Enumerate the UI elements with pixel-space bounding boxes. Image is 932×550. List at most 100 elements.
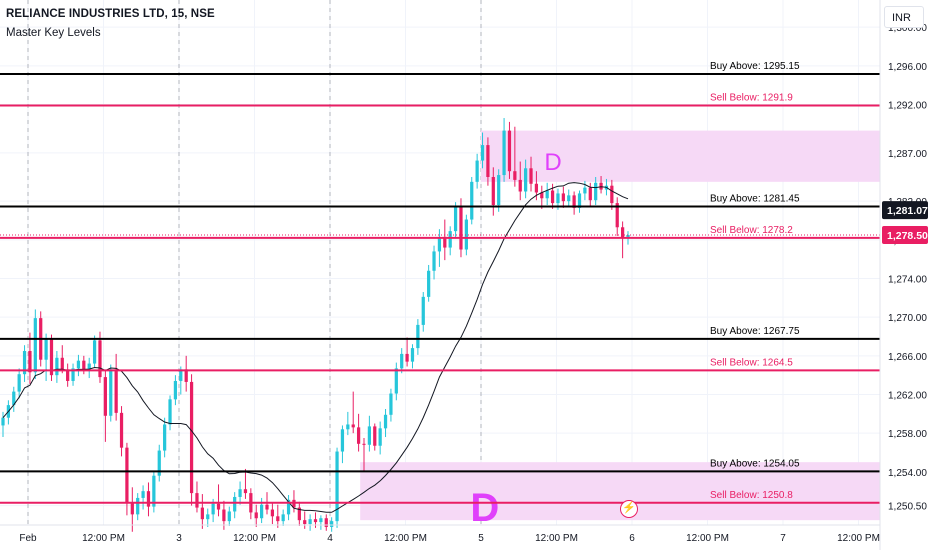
x-tick-label: 12:00 PM bbox=[233, 533, 276, 544]
candle-up bbox=[92, 340, 97, 364]
candle-up bbox=[545, 190, 549, 199]
candle-up bbox=[281, 514, 285, 522]
candle-up bbox=[394, 368, 398, 394]
y-tick-label: 1,274.00 bbox=[888, 275, 927, 286]
candle-up bbox=[427, 270, 431, 297]
candle-up bbox=[378, 428, 382, 446]
y-tick-label: 1,258.00 bbox=[888, 429, 927, 440]
y-tick-label: 1,287.00 bbox=[888, 149, 927, 160]
candle-up bbox=[367, 426, 371, 445]
candle-up bbox=[410, 348, 415, 362]
x-tick-label: 12:00 PM bbox=[82, 533, 125, 544]
candle-up bbox=[453, 206, 458, 232]
candle-up bbox=[1, 417, 5, 426]
candle-up bbox=[211, 503, 215, 515]
candle-down bbox=[60, 357, 64, 370]
candle-up bbox=[389, 393, 393, 415]
candle-up bbox=[524, 168, 528, 192]
candle-up bbox=[76, 360, 81, 369]
price-label: 1,281.07 bbox=[887, 205, 928, 217]
candle-up bbox=[179, 369, 183, 381]
candle-down bbox=[66, 369, 70, 381]
candle-up bbox=[502, 130, 506, 176]
zone-label: D bbox=[470, 486, 499, 530]
candle-up bbox=[141, 491, 145, 498]
candle-down bbox=[561, 193, 565, 202]
candle-up bbox=[12, 391, 16, 406]
currency-button[interactable]: INR bbox=[884, 6, 924, 28]
x-tick-label: 5 bbox=[478, 533, 484, 544]
candle-down bbox=[146, 491, 151, 507]
candle-down bbox=[297, 507, 301, 521]
candle-up bbox=[335, 451, 339, 522]
candle-down bbox=[356, 427, 361, 444]
candle-up bbox=[71, 368, 75, 381]
candle-down bbox=[620, 227, 625, 238]
x-tick-label: 7 bbox=[780, 533, 786, 544]
candle-up bbox=[480, 145, 485, 161]
candle-up bbox=[260, 504, 264, 519]
candle-down bbox=[82, 360, 86, 370]
y-tick-label: 1,296.00 bbox=[888, 62, 927, 73]
candle-up bbox=[87, 363, 91, 370]
candle-up bbox=[421, 296, 425, 325]
y-tick-label: 1,262.00 bbox=[888, 391, 927, 402]
candle-up bbox=[22, 351, 27, 375]
candle-down bbox=[130, 502, 134, 515]
key-level-label: Sell Below: 1278.2 bbox=[710, 225, 793, 236]
candle-down bbox=[507, 130, 512, 172]
candle-down bbox=[599, 182, 603, 190]
key-level-label: Buy Above: 1281.45 bbox=[710, 193, 800, 204]
candle-down bbox=[98, 340, 102, 378]
candle-up bbox=[346, 424, 350, 430]
candle-down bbox=[270, 509, 275, 517]
candle-up bbox=[594, 182, 598, 201]
candle-down bbox=[184, 369, 188, 382]
price-label: 1,278.50 bbox=[887, 230, 928, 242]
candle-up bbox=[136, 497, 140, 515]
x-tick-label: 12:00 PM bbox=[535, 533, 578, 544]
key-level-label: Buy Above: 1295.15 bbox=[710, 61, 800, 72]
candle-down bbox=[276, 516, 280, 522]
zone-label: D bbox=[544, 149, 561, 176]
y-tick-label: 1,266.00 bbox=[888, 352, 927, 363]
candle-down bbox=[534, 183, 539, 193]
candle-down bbox=[540, 192, 544, 199]
candle-up bbox=[470, 181, 474, 220]
candle-up bbox=[400, 353, 404, 369]
candle-down bbox=[28, 351, 32, 373]
candle-down bbox=[405, 353, 409, 362]
candle-down bbox=[615, 203, 619, 228]
candle-up bbox=[227, 511, 231, 522]
candle-up bbox=[173, 380, 178, 400]
key-level-label: Sell Below: 1291.9 bbox=[710, 92, 793, 103]
candle-up bbox=[33, 318, 37, 373]
candle-down bbox=[303, 520, 307, 525]
candle-up bbox=[583, 187, 587, 194]
candle-up bbox=[319, 518, 323, 523]
candle-up bbox=[286, 499, 291, 515]
y-tick-label: 1,300.00 bbox=[888, 23, 927, 34]
candle-up bbox=[308, 519, 312, 525]
candle-up bbox=[475, 160, 479, 182]
candle-down bbox=[49, 339, 54, 376]
candle-down bbox=[373, 426, 377, 446]
candle-down bbox=[119, 412, 124, 448]
candle-down bbox=[243, 489, 248, 494]
x-tick-label: 12:00 PM bbox=[384, 533, 427, 544]
candle-up bbox=[437, 236, 442, 252]
x-tick-label: 12:00 PM bbox=[837, 533, 880, 544]
candle-down bbox=[351, 424, 355, 428]
indicator-title[interactable]: Master Key Levels bbox=[6, 27, 101, 39]
x-tick-label: 4 bbox=[327, 533, 333, 544]
y-tick-label: 1,254.00 bbox=[888, 468, 927, 479]
candle-down bbox=[588, 187, 592, 201]
candle-down bbox=[513, 171, 517, 180]
candle-down bbox=[486, 145, 490, 177]
candle-up bbox=[577, 193, 582, 208]
candle-up bbox=[44, 339, 48, 360]
candle-down bbox=[222, 509, 226, 522]
lightning-icon[interactable]: ⚡ bbox=[620, 500, 638, 518]
